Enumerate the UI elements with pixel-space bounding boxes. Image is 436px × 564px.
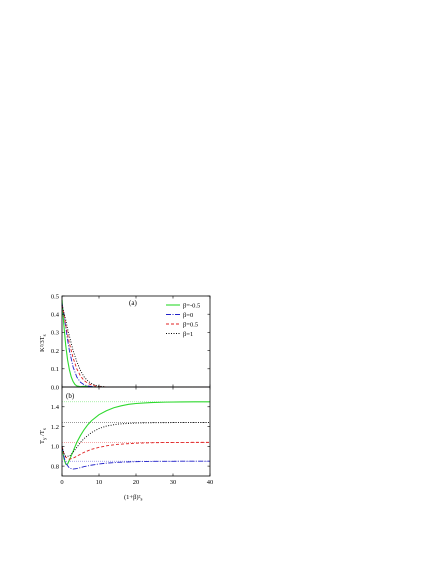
- ytick-label-a-3: 0.3: [51, 330, 59, 337]
- panel-a-ticks: 0.0 0.1 0.2 0.3 0.4 0.5: [51, 293, 211, 391]
- ytick-label-a-1: 0.1: [51, 366, 59, 373]
- panel-b-ylabel-main: T: [39, 440, 46, 444]
- panel-b-xlabel: (1+β)²s: [124, 494, 143, 503]
- legend-label-2: β=0.5: [183, 321, 198, 328]
- ytick-label-a-0: 0.0: [51, 384, 59, 391]
- series-line-a-3: [61, 304, 210, 388]
- panel-a: 0.00.10.20.30.40.5 (a) K²/3Ts β=-0.5β=0β…: [39, 293, 211, 391]
- xtick-label-b-0: 0: [60, 479, 63, 486]
- series-line-b-3: [61, 422, 210, 457]
- series-line-b-2: [61, 441, 210, 460]
- series-line-b-1: [61, 446, 210, 470]
- panel-b-xlabel-main: (1+β)²: [124, 494, 141, 501]
- legend: β=-0.5 β=0 β=0.5 β=1: [166, 302, 200, 338]
- ytick-label-a-2: 0.2: [51, 348, 59, 355]
- ytick-label-a-4: 0.4: [51, 312, 60, 319]
- panel-b-ylabel-den: T: [39, 430, 46, 434]
- xtick-label-b-2: 20: [133, 479, 140, 486]
- panel-b-label: (b): [66, 392, 75, 400]
- legend-label-3: β=1: [183, 331, 193, 338]
- ytick-label-b-3: 1.4: [51, 404, 60, 411]
- panel-b-xlabel-tail: s: [141, 498, 143, 503]
- xtick-label-b-3: 30: [170, 479, 177, 486]
- panel-b-marks: [61, 401, 210, 470]
- legend-label-0: β=-0.5: [183, 302, 200, 309]
- panel-b-ylabel: Ty /Ts: [39, 428, 48, 444]
- panel-b-ylabel-sub: y: [43, 437, 48, 440]
- series-line-b-0: [61, 401, 210, 465]
- panel-b-ylabel-den-sub: s: [43, 428, 48, 430]
- ytick-label-b-0: 0.8: [51, 463, 59, 470]
- panel-b-ticks: 0 10 20 30 40 0.8 1.0 1.2 1.4: [51, 387, 213, 486]
- ytick-label-b-1: 1.0: [51, 444, 59, 451]
- panel-a-label: (a): [129, 299, 137, 307]
- xtick-label-b-1: 10: [96, 479, 103, 486]
- panel-a-ylabel-main: K²/3T: [39, 336, 46, 352]
- panel-b: 0 10 20 30 400.81.01.21.4 (b) Ty /Ts (1+β)²s: [39, 386, 213, 503]
- panel-a-ylabel-sub: s: [43, 334, 48, 336]
- legend-label-1: β=0: [183, 312, 193, 319]
- panel-a-ylabel: K²/3Ts: [39, 334, 48, 352]
- xtick-label-b-4: 40: [207, 479, 214, 486]
- ytick-label-a-5: 0.5: [51, 293, 59, 300]
- ytick-label-b-2: 1.2: [51, 424, 59, 431]
